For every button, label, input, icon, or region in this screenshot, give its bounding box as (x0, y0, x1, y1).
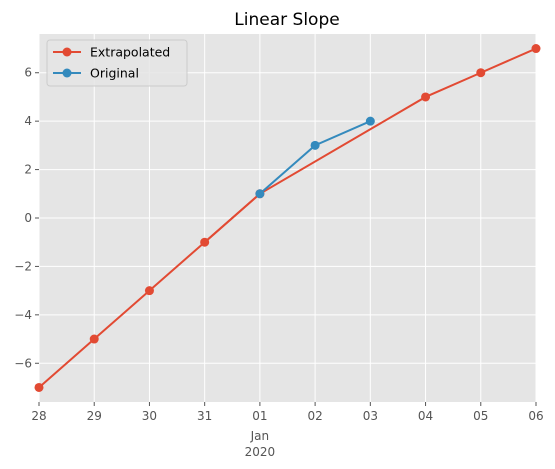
x-tick-label: 28 (31, 409, 46, 423)
x-tick-sublabel-month: Jan (250, 429, 270, 443)
x-tick-label: 04 (418, 409, 433, 423)
legend-marker-original (62, 68, 72, 78)
data-point-extrapolated (476, 68, 486, 78)
y-tick-label: 6 (24, 66, 32, 80)
data-point-extrapolated (531, 44, 541, 54)
legend: Extrapolated Original (46, 39, 188, 87)
y-tick-label: 4 (24, 114, 32, 128)
data-point-original (255, 189, 265, 199)
legend-label-original: Original (90, 66, 139, 81)
grid-lines (38, 34, 537, 402)
data-point-extrapolated (34, 382, 44, 392)
data-point-extrapolated (421, 92, 431, 102)
data-point-extrapolated (89, 334, 99, 344)
y-axis: −6 −4 −2 0 2 4 6 (14, 66, 39, 370)
data-point-original (310, 140, 320, 150)
y-tick-label: 0 (24, 211, 32, 225)
y-tick-label: −4 (14, 308, 32, 322)
chart-title: Linear Slope (234, 10, 339, 30)
y-tick-label: 2 (24, 163, 32, 177)
data-point-extrapolated (200, 237, 210, 247)
x-tick-label: 29 (87, 409, 102, 423)
legend-marker-extrapolated (62, 47, 72, 57)
x-axis: 28 29 30 31 01 Jan 2020 02 03 04 05 06 (31, 402, 544, 459)
series-markers (34, 44, 541, 392)
data-point-original (365, 116, 375, 126)
data-point-extrapolated (144, 286, 154, 296)
x-tick-label: 02 (307, 409, 322, 423)
x-tick-label: 31 (197, 409, 212, 423)
x-tick-label: 06 (528, 409, 543, 423)
x-tick-label: 30 (142, 409, 157, 423)
x-tick-label: 03 (363, 409, 378, 423)
x-tick-label: 05 (473, 409, 488, 423)
y-tick-label: −2 (14, 259, 32, 273)
x-tick-sublabel-year: 2020 (245, 445, 276, 459)
legend-label-extrapolated: Extrapolated (90, 45, 170, 60)
x-tick-label: 01 (252, 409, 267, 423)
legend-box (46, 39, 188, 87)
y-tick-label: −6 (14, 356, 32, 370)
